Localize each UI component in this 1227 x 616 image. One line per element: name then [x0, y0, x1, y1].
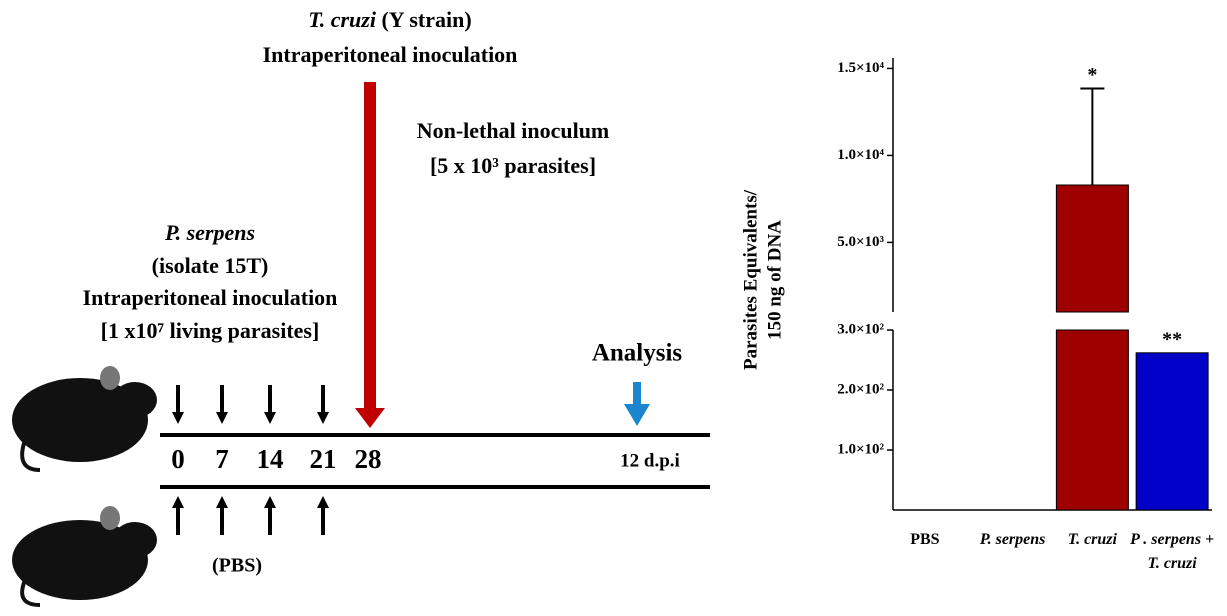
y-tick-label: 1.0×10⁴ — [837, 147, 884, 163]
pserpens-isolate: (isolate 15T) — [152, 253, 269, 278]
day-label: 0 — [171, 444, 185, 474]
day-label: 28 — [355, 444, 382, 474]
mouse-icon — [12, 366, 157, 472]
x-tick-label: P. serpens — [979, 531, 1046, 548]
pserpens-dose: [1 x10⁷ living parasites] — [101, 318, 320, 343]
tcruzi-name: T. cruzi — [308, 7, 377, 32]
bar — [1135, 352, 1209, 511]
bar — [1055, 184, 1129, 313]
y-tick-label: 3.0×10² — [837, 321, 884, 337]
pserpens-route: Intraperitoneal inoculation — [83, 285, 338, 310]
tcruzi-route: Intraperitoneal inoculation — [263, 42, 518, 67]
significance-marker: * — [1087, 64, 1097, 86]
significance-marker: ** — [1162, 328, 1182, 350]
analysis-arrow — [624, 382, 650, 426]
inoculum-dose: [5 x 10³ parasites] — [430, 153, 596, 178]
analysis-label: Analysis — [592, 340, 683, 367]
day-label: 14 — [257, 444, 284, 474]
day-label: 21 — [310, 444, 337, 474]
inoculum-title: Non-lethal inoculum — [417, 118, 610, 143]
control-label: (PBS) — [212, 555, 262, 577]
tcruzi-title: T. cruzi (Y strain) — [308, 7, 471, 32]
analysis-day: 12 d.p.i — [620, 450, 680, 471]
y-tick-label: 5.0×10³ — [837, 234, 884, 250]
tcruzi-strain: (Y strain) — [381, 7, 471, 32]
pserpens-name: P. serpens — [164, 220, 255, 245]
x-tick-label: T. cruzi — [1067, 531, 1117, 548]
mouse-icon — [12, 506, 157, 607]
y-tick-label: 2.0×10² — [837, 381, 884, 397]
inoculation-arrows — [172, 385, 329, 535]
x-tick-label: PBS — [910, 531, 940, 548]
x-tick-label: P . serpens + T. cruzi — [1130, 531, 1215, 572]
y-axis-label: 150 ng of DNA — [764, 220, 785, 340]
y-tick-label: 1.5×10⁴ — [837, 60, 884, 76]
y-tick-label: 1.0×10² — [837, 441, 884, 457]
bar — [1055, 329, 1129, 511]
tcruzi-arrow — [355, 82, 385, 428]
y-axis-label: Parasites Equivalents/ — [740, 189, 761, 370]
day-label: 7 — [215, 444, 229, 474]
